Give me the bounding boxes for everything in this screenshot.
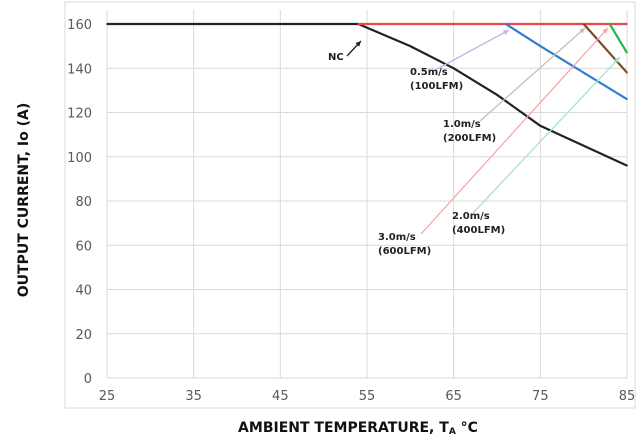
annotation-1: 0.5m/s (100LFM) [410, 29, 510, 92]
series-3-point [626, 71, 628, 74]
x-tick-label: 35 [185, 389, 202, 404]
annotation-text: (400LFM) [452, 225, 505, 236]
series-line-2 [505, 23, 628, 101]
arrow-head-icon [579, 28, 585, 34]
annotation-4: 3.0m/s (600LFM) [378, 27, 609, 257]
x-tick-label: 55 [359, 389, 376, 404]
series-0-point [539, 124, 542, 127]
x-axis-title: AMBIENT TEMPERATURE, TA °C [238, 420, 478, 437]
series-layer [106, 22, 628, 167]
series-1-point [626, 23, 628, 25]
y-axis-title: OUTPUT CURRENT, Io (A) [16, 103, 32, 297]
annotation-text: (100LFM) [410, 81, 463, 92]
annotation-text: (600LFM) [378, 246, 431, 257]
y-tick-label: 60 [75, 239, 92, 254]
x-tick-label: 45 [272, 389, 289, 404]
y-tick-label: 120 [67, 107, 92, 122]
annotation-leader [436, 29, 510, 70]
y-tick-label: 140 [67, 62, 92, 77]
tick-labels: 0 20 40 60 80 100 120 140 160 25 35 45 55 65 75 85 [67, 18, 635, 404]
series-0-point [452, 67, 455, 70]
annotation-leader [420, 27, 609, 235]
annotation-text: (200LFM) [443, 133, 496, 144]
annotation-text: 1.0m/s [443, 119, 481, 130]
series-2-point [582, 71, 585, 74]
x-tick-label: 75 [532, 389, 549, 404]
annotation-2: 1.0m/s (200LFM) [443, 27, 586, 144]
y-tick-label: 40 [75, 284, 92, 299]
series-1-point [357, 23, 360, 25]
annotation-text: 2.0m/s [452, 211, 490, 222]
series-2-point [626, 98, 628, 101]
y-tick-label: 160 [67, 18, 92, 33]
y-tick-label: 100 [67, 151, 92, 166]
arrow-head-icon [602, 28, 608, 34]
y-tick-label: 20 [75, 328, 92, 343]
series-4-point [608, 23, 611, 25]
y-tick-label: 80 [75, 195, 92, 210]
grid [106, 10, 628, 379]
series-0-point [626, 164, 628, 167]
annotation-3: 2.0m/s (400LFM) [452, 56, 621, 236]
x-tick-label: 85 [619, 389, 636, 404]
annotation-text: 3.0m/s [378, 232, 416, 243]
series-line-0 [107, 22, 628, 167]
annotation-text: NC [328, 52, 344, 63]
x-tick-label: 65 [445, 389, 462, 404]
series-0-point [582, 144, 585, 147]
arrow-head-icon [614, 57, 620, 63]
annotation-text: 0.5m/s [410, 67, 448, 78]
plot-area [64, 1, 636, 409]
series-line-4 [608, 23, 628, 54]
series-0-point [496, 94, 498, 96]
series-0-point [106, 23, 108, 25]
series-2-point [504, 23, 507, 25]
series-3-point [582, 23, 585, 25]
arrow-head-icon [503, 30, 509, 35]
annotation-layer: NC 0.5m/s (100LFM) 1.0m/s (200LFM) 2.0m/s (400… [328, 27, 621, 257]
annotation-leader [479, 27, 586, 122]
arrow-head-icon [355, 41, 361, 47]
series-4-point [626, 51, 628, 54]
y-tick-label: 0 [84, 372, 92, 387]
annotation-0: NC [328, 40, 362, 63]
x-tick-label: 25 [99, 389, 116, 404]
series-2-point [539, 45, 542, 47]
series-0-point [409, 45, 412, 47]
series-line-3 [582, 23, 628, 74]
annotation-leader [472, 56, 621, 214]
